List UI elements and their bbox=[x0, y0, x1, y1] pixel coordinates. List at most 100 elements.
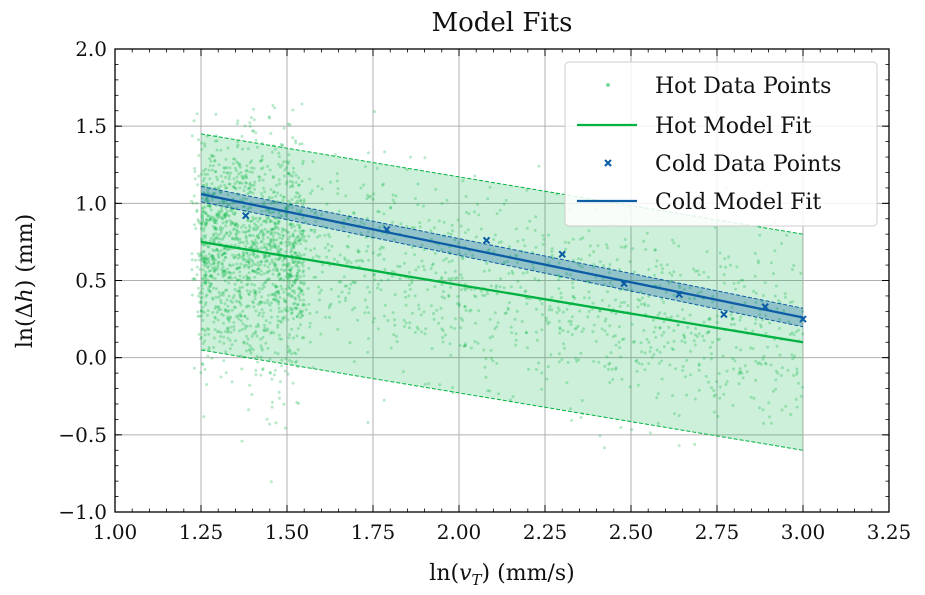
hot-point bbox=[223, 308, 227, 312]
hot-point bbox=[311, 160, 315, 164]
hot-point bbox=[294, 259, 298, 263]
hot-point bbox=[199, 299, 203, 303]
hot-point bbox=[271, 104, 275, 107]
hot-point bbox=[742, 285, 746, 288]
hot-point bbox=[210, 254, 214, 258]
hot-point bbox=[234, 237, 238, 241]
hot-point bbox=[223, 216, 227, 220]
hot-point bbox=[290, 327, 294, 331]
hot-point bbox=[209, 273, 213, 277]
hot-point bbox=[225, 166, 229, 170]
hot-point bbox=[215, 247, 219, 251]
hot-point bbox=[219, 215, 223, 219]
hot-point bbox=[336, 187, 340, 191]
hot-point bbox=[569, 320, 573, 323]
hot-point bbox=[211, 296, 214, 300]
hot-point bbox=[290, 266, 294, 270]
hot-point bbox=[238, 301, 242, 305]
hot-point bbox=[196, 310, 200, 314]
hot-point bbox=[594, 339, 598, 343]
hot-point bbox=[608, 324, 612, 328]
hot-point bbox=[303, 303, 307, 307]
hot-point bbox=[580, 265, 584, 269]
hot-point bbox=[202, 257, 206, 261]
hot-point bbox=[232, 305, 236, 309]
hot-point bbox=[624, 244, 628, 248]
hot-point bbox=[208, 205, 212, 209]
hot-point bbox=[774, 378, 778, 382]
hot-point bbox=[274, 257, 278, 261]
hot-point bbox=[404, 295, 408, 299]
hot-point bbox=[648, 350, 652, 353]
hot-point bbox=[707, 380, 711, 384]
hot-point bbox=[227, 247, 231, 251]
hot-point bbox=[298, 194, 302, 198]
hot-point bbox=[289, 179, 292, 183]
hot-point bbox=[262, 233, 266, 236]
hot-point bbox=[230, 343, 234, 347]
hot-point bbox=[636, 305, 640, 309]
hot-point bbox=[202, 277, 206, 281]
hot-point bbox=[348, 341, 352, 345]
hot-point bbox=[246, 304, 249, 308]
hot-point bbox=[761, 408, 765, 412]
cold-band-lower bbox=[200, 201, 804, 328]
hot-point bbox=[222, 335, 226, 339]
hot-point bbox=[450, 223, 454, 227]
hot-point bbox=[254, 228, 258, 232]
hot-point bbox=[359, 258, 363, 262]
hot-point bbox=[284, 299, 288, 303]
hot-point bbox=[268, 168, 272, 172]
hot-point bbox=[247, 260, 251, 264]
hot-point bbox=[224, 206, 228, 210]
hot-point bbox=[253, 269, 257, 273]
hot-point bbox=[236, 223, 240, 227]
hot-point bbox=[216, 178, 219, 182]
hot-point bbox=[510, 269, 514, 273]
hot-point bbox=[447, 250, 451, 254]
hot-point bbox=[264, 255, 268, 258]
hot-point bbox=[288, 173, 292, 177]
hot-point bbox=[637, 361, 641, 365]
hot-point bbox=[353, 306, 357, 310]
hot-point bbox=[260, 192, 263, 196]
hot-point bbox=[682, 317, 686, 321]
hot-point bbox=[247, 229, 251, 232]
hot-point bbox=[640, 296, 644, 300]
hot-point bbox=[515, 254, 519, 258]
hot-point bbox=[276, 352, 280, 356]
hot-point bbox=[288, 268, 292, 272]
hot-point bbox=[190, 252, 194, 256]
hot-point bbox=[241, 254, 245, 258]
hot-point bbox=[598, 309, 602, 313]
hot-point bbox=[254, 263, 258, 267]
hot-point bbox=[288, 358, 292, 362]
hot-point bbox=[239, 171, 243, 174]
hot-point bbox=[672, 339, 676, 343]
hot-point bbox=[301, 216, 305, 220]
hot-point bbox=[296, 271, 299, 275]
hot-point bbox=[558, 326, 562, 330]
hot-point bbox=[220, 261, 224, 265]
hot-point bbox=[280, 227, 284, 231]
hot-point bbox=[463, 286, 467, 290]
hot-point bbox=[277, 178, 281, 182]
hot-point bbox=[408, 326, 411, 330]
hot-point bbox=[203, 280, 207, 284]
hot-point bbox=[201, 287, 205, 291]
hot-point bbox=[291, 260, 295, 264]
hot-point bbox=[557, 278, 561, 282]
hot-point bbox=[263, 254, 266, 258]
hot-point bbox=[297, 239, 301, 243]
hot-point bbox=[398, 265, 402, 268]
hot-point bbox=[217, 233, 221, 237]
hot-point bbox=[449, 353, 453, 357]
hot-point bbox=[632, 270, 636, 274]
hot-point bbox=[376, 286, 380, 290]
hot-point bbox=[572, 295, 575, 299]
hot-point bbox=[375, 166, 379, 170]
hot-point bbox=[349, 282, 353, 286]
hot-point bbox=[564, 247, 568, 251]
hot-point bbox=[233, 256, 237, 260]
hot-point bbox=[252, 253, 255, 257]
